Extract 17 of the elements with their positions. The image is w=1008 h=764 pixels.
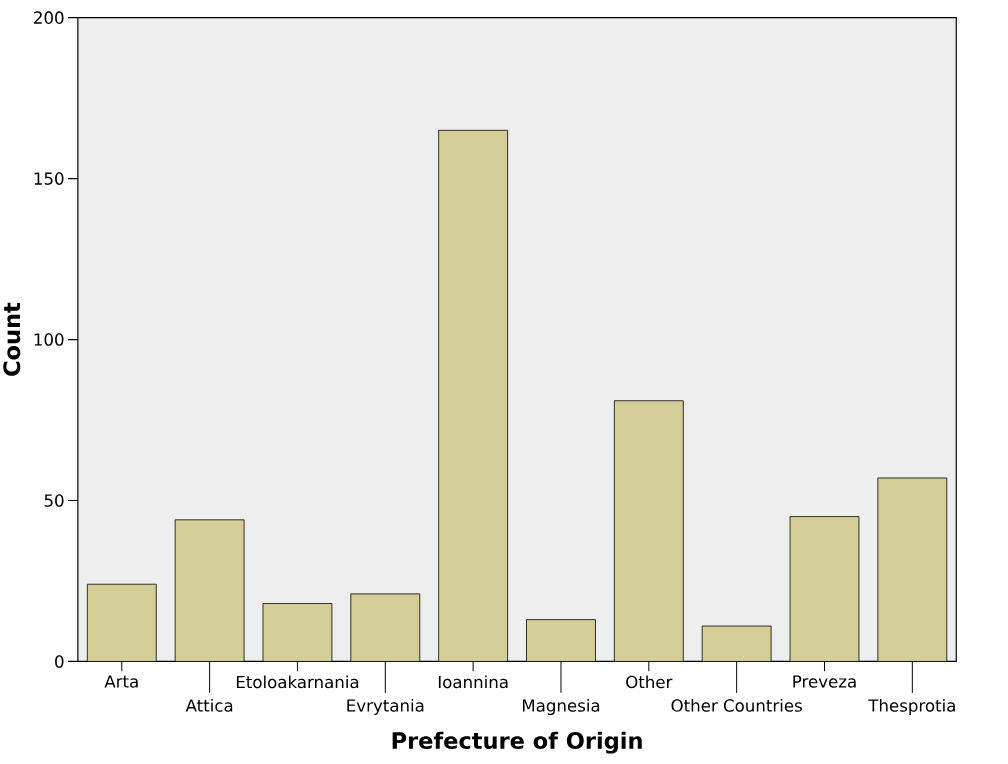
x-tick-label: Preveza	[793, 675, 856, 688]
x-tick-label: Magnesia	[522, 699, 600, 716]
y-tick-label: 100	[34, 333, 64, 347]
y-tick-label: 0	[55, 655, 64, 668]
x-tick-label: Etoloakarnania	[236, 675, 359, 689]
y-tick-label: 50	[44, 494, 64, 508]
y-tick-label: 200	[34, 11, 64, 25]
x-tick-label: Arta	[104, 675, 138, 688]
x-tick-label: Thesprotia	[868, 699, 955, 716]
y-tick-label: 150	[34, 172, 64, 186]
x-axis-title: Prefecture of Origin	[392, 731, 642, 754]
y-axis-title: Count	[3, 302, 21, 377]
x-tick-label: Other Countries	[671, 699, 802, 713]
x-tick-label: Evrytania	[347, 699, 424, 716]
x-tick-label: Attica	[185, 699, 233, 713]
x-tick-label: Ioannina	[438, 675, 508, 689]
x-tick-label: Other	[626, 675, 673, 689]
